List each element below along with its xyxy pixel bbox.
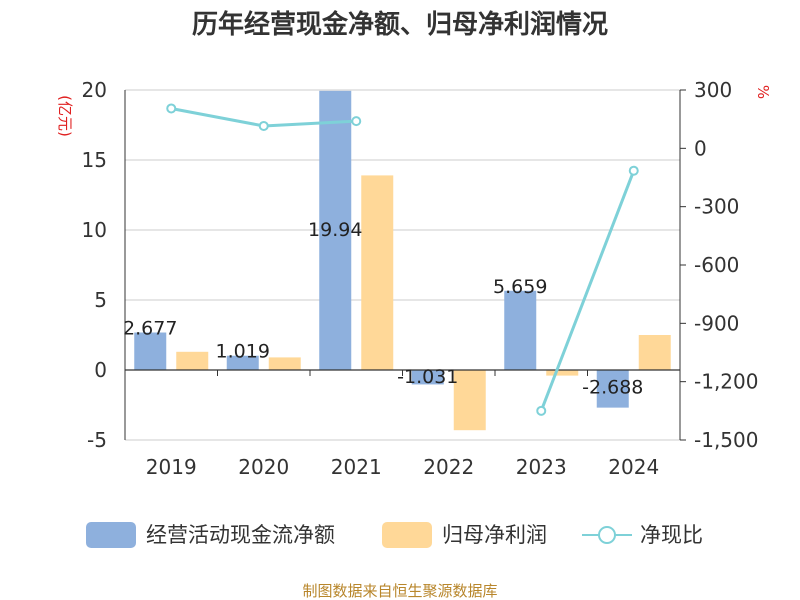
left-axis-unit: (亿元) [56, 95, 74, 137]
bar-value-label: -1.031 [397, 366, 458, 388]
bar-cashflow [226, 355, 259, 370]
x-tick-label: 2020 [238, 455, 289, 479]
ratio-point [536, 405, 547, 416]
x-tick-label: 2023 [516, 455, 567, 479]
bar-netprofit [546, 370, 579, 376]
axes: 20 15 10 5 0 -5 300 0 -300 -600 -900 -1,200 -1,500 20… [82, 78, 759, 479]
x-tick-label: 2022 [423, 455, 474, 479]
bar-netprofit [176, 351, 209, 370]
right-tick-label: 300 [694, 78, 732, 102]
ratio-point [258, 120, 269, 131]
x-tick-label: 2019 [146, 455, 197, 479]
ratio-point [628, 165, 639, 176]
legend-label-cashflow: 经营活动现金流净额 [146, 523, 335, 547]
legend-swatch-cashflow [86, 522, 136, 548]
ratio-line-segment [539, 170, 636, 412]
left-tick-label: 20 [82, 78, 107, 102]
bar-netprofit [361, 175, 394, 370]
bar-cashflow [504, 290, 537, 370]
bar-netprofit [268, 357, 301, 370]
left-tick-label: -5 [87, 428, 107, 452]
legend-swatch-netprofit [382, 522, 432, 548]
left-tick-label: 15 [82, 148, 107, 172]
source-note: 制图数据来自恒生聚源数据库 [302, 582, 497, 600]
bar-value-label: 5.659 [493, 276, 547, 298]
legend-label-ratio: 净现比 [640, 523, 703, 547]
ratio-point [351, 116, 362, 127]
bar-value-label: -2.688 [582, 377, 643, 399]
right-axis-unit: % [754, 85, 772, 99]
right-tick-label: -900 [694, 311, 739, 335]
left-tick-label: 10 [82, 218, 107, 242]
bar-netprofit [453, 370, 486, 431]
right-tick-label: -600 [694, 253, 739, 277]
right-tick-label: -300 [694, 195, 739, 219]
bar-cashflow [411, 370, 444, 385]
right-tick-label: 0 [694, 136, 707, 160]
bars [134, 90, 671, 431]
right-tick-label: -1,200 [694, 370, 758, 394]
bar-cashflow [596, 370, 629, 408]
ratio-point [166, 103, 177, 114]
legend-label-netprofit: 归母净利润 [442, 523, 547, 547]
bar-cashflow [319, 90, 352, 370]
right-tick-label: -1,500 [694, 428, 758, 452]
legend-marker-ratio [598, 526, 616, 544]
x-tick-label: 2021 [331, 455, 382, 479]
bar-value-label: 1.019 [216, 341, 270, 363]
data-labels: 2.677 1.019 19.94 -1.031 5.659 -2.688 [123, 219, 643, 399]
bar-value-label: 2.677 [123, 318, 177, 340]
bar-netprofit [638, 335, 671, 370]
legend: 经营活动现金流净额 归母净利润 净现比 [86, 522, 703, 548]
bar-cashflow [134, 332, 167, 370]
bar-value-label: 19.94 [308, 219, 362, 241]
left-tick-label: 0 [94, 358, 107, 382]
x-tick-label: 2024 [608, 455, 659, 479]
chart-title: 历年经营现金净额、归母净利润情况 [192, 9, 608, 40]
left-tick-label: 5 [94, 288, 107, 312]
ratio-line [166, 103, 639, 416]
